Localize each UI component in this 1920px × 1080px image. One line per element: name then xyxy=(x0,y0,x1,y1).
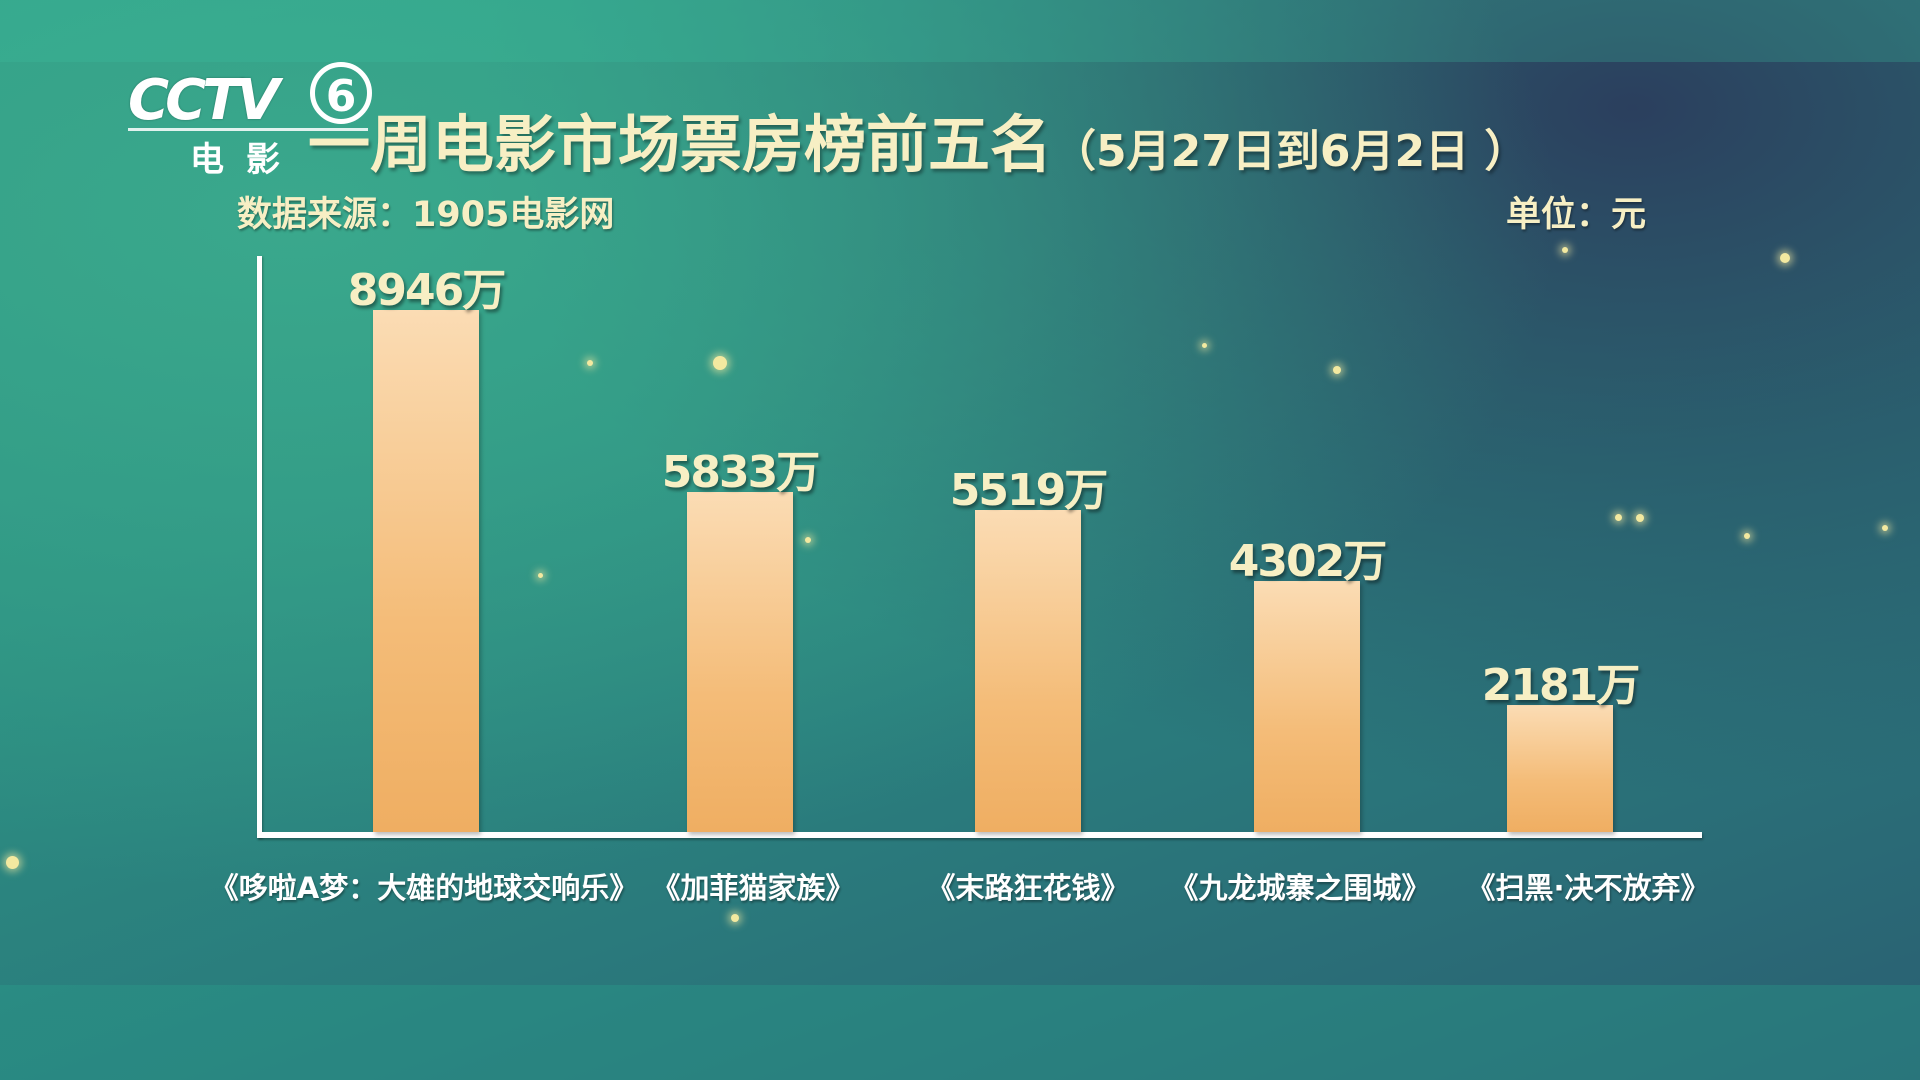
sparkle-dot xyxy=(1614,513,1622,521)
bar-4 xyxy=(1254,581,1360,832)
sparkle-dot xyxy=(1882,525,1888,531)
sparkle-dot xyxy=(1636,514,1644,522)
sparkle-dot xyxy=(731,914,739,922)
logo-cctv-text: CCTV xyxy=(128,68,280,133)
sparkle-dot xyxy=(1744,533,1750,539)
value-label-2: 5833万 xyxy=(661,447,820,498)
logo-channel-number: 6 xyxy=(310,62,372,124)
chart-title: 一周电影市场票房榜前五名（5月27日到6月2日 ） xyxy=(308,94,1528,184)
top-band xyxy=(0,0,1920,62)
category-label-3: 《末路狂花钱》 xyxy=(926,871,1130,905)
data-source: 数据来源：1905电影网 xyxy=(237,195,615,235)
bar-3 xyxy=(975,510,1081,832)
sparkle-dot xyxy=(713,356,727,370)
title-date: （5月27日到6月2日 ） xyxy=(1052,126,1529,177)
sparkle-dot xyxy=(537,572,543,578)
value-label-5: 2181万 xyxy=(1481,660,1640,711)
sparkle-dot xyxy=(1201,342,1207,348)
cctv6-logo: CCTV 6 电影 xyxy=(128,62,372,180)
sparkle-dot xyxy=(5,855,19,869)
sparkle-dot xyxy=(587,360,593,366)
sparkle-dot xyxy=(805,537,811,543)
category-label-2: 《加菲猫家族》 xyxy=(651,871,855,905)
y-axis-line xyxy=(257,256,262,838)
category-label-1: 《哆啦A梦：大雄的地球交响乐》 xyxy=(209,871,639,905)
sparkle-dot xyxy=(1333,366,1341,374)
title-main: 一周电影市场票房榜前五名 xyxy=(308,108,1053,181)
bar-2 xyxy=(687,492,793,832)
value-label-4: 4302万 xyxy=(1228,536,1387,587)
x-axis-line xyxy=(257,832,1702,838)
category-label-5: 《扫黑·决不放弃》 xyxy=(1466,871,1710,905)
logo-divider xyxy=(128,128,368,131)
category-label-4: 《九龙城寨之围城》 xyxy=(1169,871,1431,905)
sparkle-dot xyxy=(1780,253,1790,263)
bottom-band xyxy=(0,985,1920,1080)
logo-subtitle: 电影 xyxy=(190,140,302,180)
bar-5 xyxy=(1507,705,1613,832)
value-label-3: 5519万 xyxy=(949,465,1108,516)
sparkle-dot xyxy=(1562,247,1568,253)
unit-label: 单位：元 xyxy=(1506,195,1647,235)
value-label-1: 8946万 xyxy=(347,265,506,316)
bar-1 xyxy=(373,310,479,832)
